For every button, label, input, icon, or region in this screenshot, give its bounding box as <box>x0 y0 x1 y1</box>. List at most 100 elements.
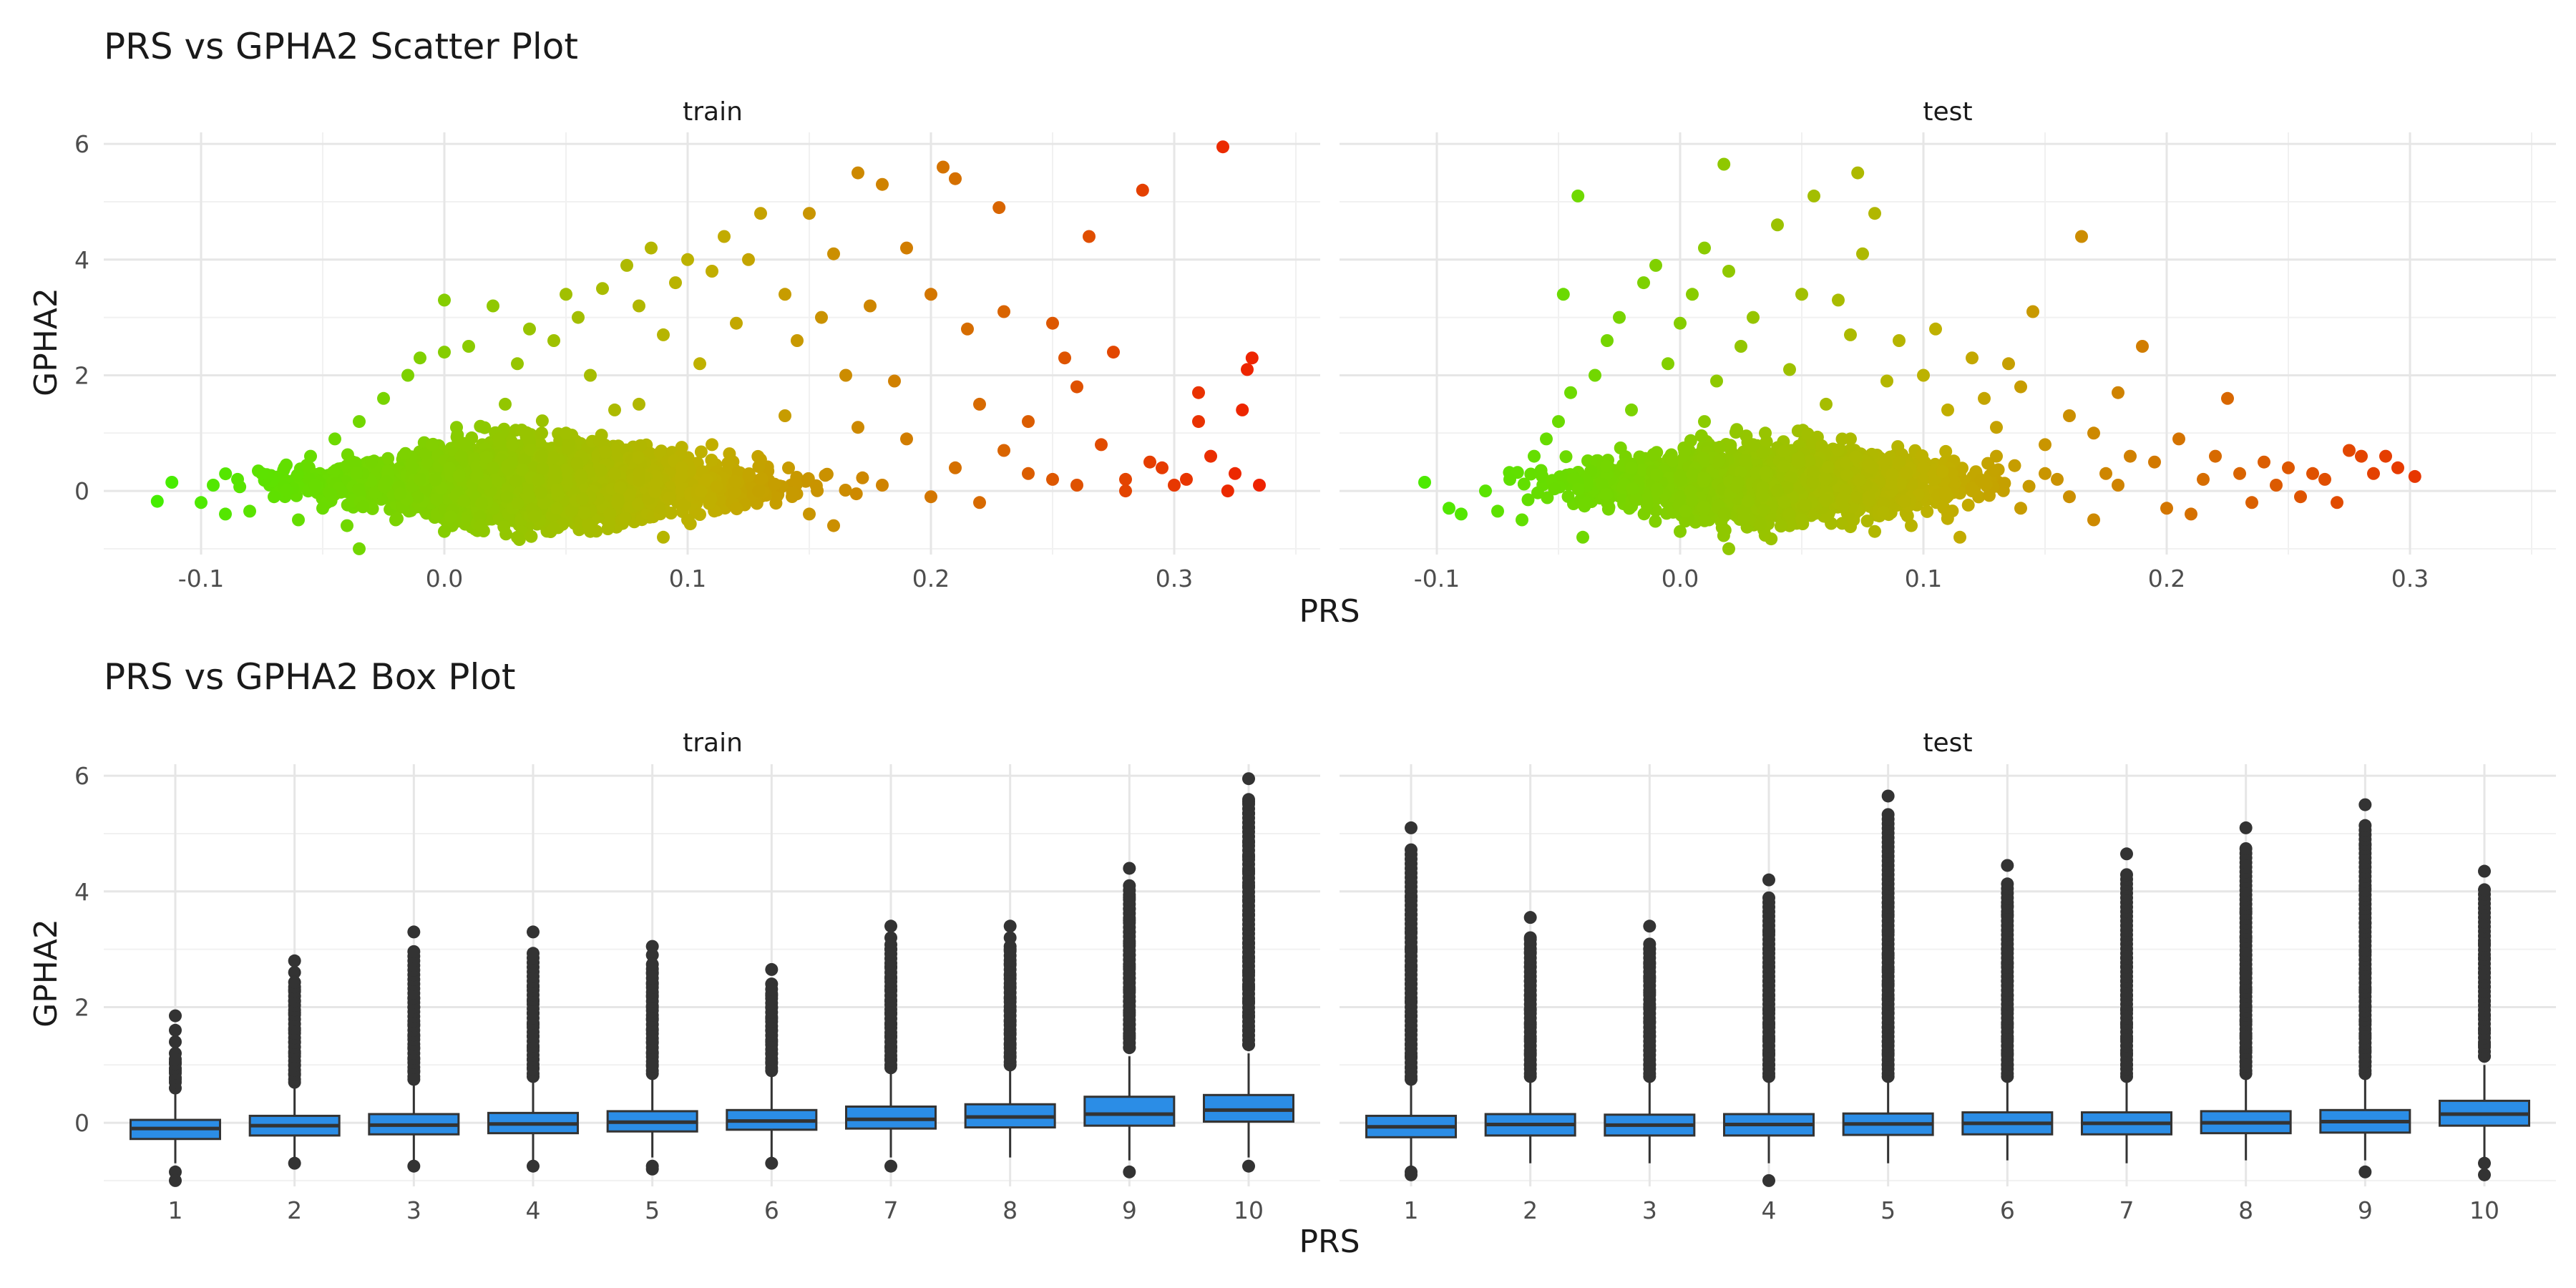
y-tick-label: 2 <box>74 361 89 389</box>
scatter-point <box>324 488 338 501</box>
scatter-point <box>1143 455 1156 469</box>
scatter-point <box>681 513 694 527</box>
scatter-point <box>487 299 499 313</box>
scatter-point <box>888 374 901 388</box>
scatter-point <box>561 441 575 455</box>
scatter-point <box>1253 479 1266 492</box>
scatter-point <box>1046 472 1059 486</box>
scatter-point <box>769 497 783 510</box>
scatter-point <box>547 451 560 464</box>
scatter-point <box>280 458 293 472</box>
scatter-point <box>150 494 164 508</box>
scatter-point <box>1070 479 1083 492</box>
scatter-point <box>819 469 832 482</box>
scatter-point <box>675 469 688 483</box>
scatter-point <box>1192 386 1205 399</box>
scatter-point <box>633 299 645 313</box>
scatter-point <box>1046 316 1059 330</box>
scatter-point <box>603 507 617 520</box>
scatter-point <box>809 479 823 492</box>
scatter-point <box>596 282 609 296</box>
scatter-point <box>1180 472 1193 486</box>
scatter-point <box>1229 467 1241 480</box>
scatter-point <box>535 486 548 499</box>
scatter-point <box>827 247 840 260</box>
scatter-point <box>856 471 869 484</box>
scatter-point <box>634 439 648 452</box>
scatter-point <box>852 166 864 180</box>
scatter-point <box>459 438 473 452</box>
point-cloud <box>1418 157 2421 555</box>
scatter-point <box>1136 183 1149 197</box>
scatter-point <box>1192 415 1205 429</box>
scatter-point <box>268 490 280 504</box>
x-tick-label: 0.2 <box>912 565 950 592</box>
scatter-point <box>1168 479 1181 492</box>
scatter-point <box>1236 403 1249 416</box>
scatter-point <box>1070 380 1083 394</box>
scatter-point <box>454 449 468 463</box>
scatter-point <box>803 507 816 521</box>
scatter-point <box>937 160 950 174</box>
scatter-point <box>973 496 986 509</box>
scatter-point <box>520 426 534 439</box>
scatter-point <box>353 542 366 555</box>
scatter-point <box>570 457 584 470</box>
scatter-point <box>457 494 471 508</box>
scatter-point <box>632 450 645 464</box>
scatter-point <box>754 472 767 486</box>
scatter-point <box>352 483 366 497</box>
scatter-point <box>207 479 220 492</box>
scatter-point <box>779 288 791 301</box>
scatter-point <box>550 502 564 515</box>
scatter-point <box>535 414 549 428</box>
scatter-point <box>949 461 962 474</box>
x-tick-label: 0.0 <box>426 565 463 592</box>
scatter-point <box>924 288 937 301</box>
scatter-point <box>243 504 256 518</box>
scatter-point <box>1058 351 1071 365</box>
scatter-point <box>645 241 658 255</box>
scatter-strip-test: test <box>1923 97 1972 127</box>
scatter-point <box>411 490 424 504</box>
scatter-point <box>827 519 840 532</box>
scatter-point <box>1221 484 1234 498</box>
scatter-point <box>438 346 451 359</box>
scatter-point <box>997 444 1010 457</box>
scatter-plot-title: PRS vs GPHA2 Scatter Plot <box>104 26 578 67</box>
scatter-point <box>706 438 718 452</box>
scatter-point <box>479 477 492 491</box>
scatter-point <box>803 207 816 220</box>
scatter-point <box>493 436 507 449</box>
scatter-point <box>706 265 718 278</box>
scatter-point <box>525 530 538 543</box>
scatter-point <box>291 469 304 482</box>
scatter-point <box>864 299 877 313</box>
scatter-point <box>839 369 852 382</box>
scatter-point <box>389 513 402 527</box>
scatter-point <box>401 369 414 382</box>
scatter-point <box>876 177 889 191</box>
x-tick-label: 0.3 <box>1156 565 1193 592</box>
scatter-point <box>560 426 572 440</box>
scatter-point <box>839 484 852 497</box>
scatter-point <box>560 288 572 301</box>
point-cloud <box>150 140 1266 555</box>
scatter-point <box>255 467 268 480</box>
scatter-point <box>292 513 305 527</box>
scatter-point <box>511 497 525 510</box>
scatter-point <box>730 316 743 330</box>
scatter-point <box>219 507 232 521</box>
scatter-point <box>608 467 621 480</box>
scatter-point <box>657 328 670 341</box>
scatter-point <box>815 311 828 324</box>
scatter-point <box>474 419 487 433</box>
scatter-point <box>414 472 426 486</box>
scatter-point <box>924 490 937 504</box>
scatter-point <box>550 472 563 485</box>
scatter-point <box>380 475 393 489</box>
scatter-point <box>523 322 536 336</box>
scatter-point <box>742 253 755 266</box>
scatter-point <box>694 484 708 498</box>
scatter-point <box>365 455 378 469</box>
